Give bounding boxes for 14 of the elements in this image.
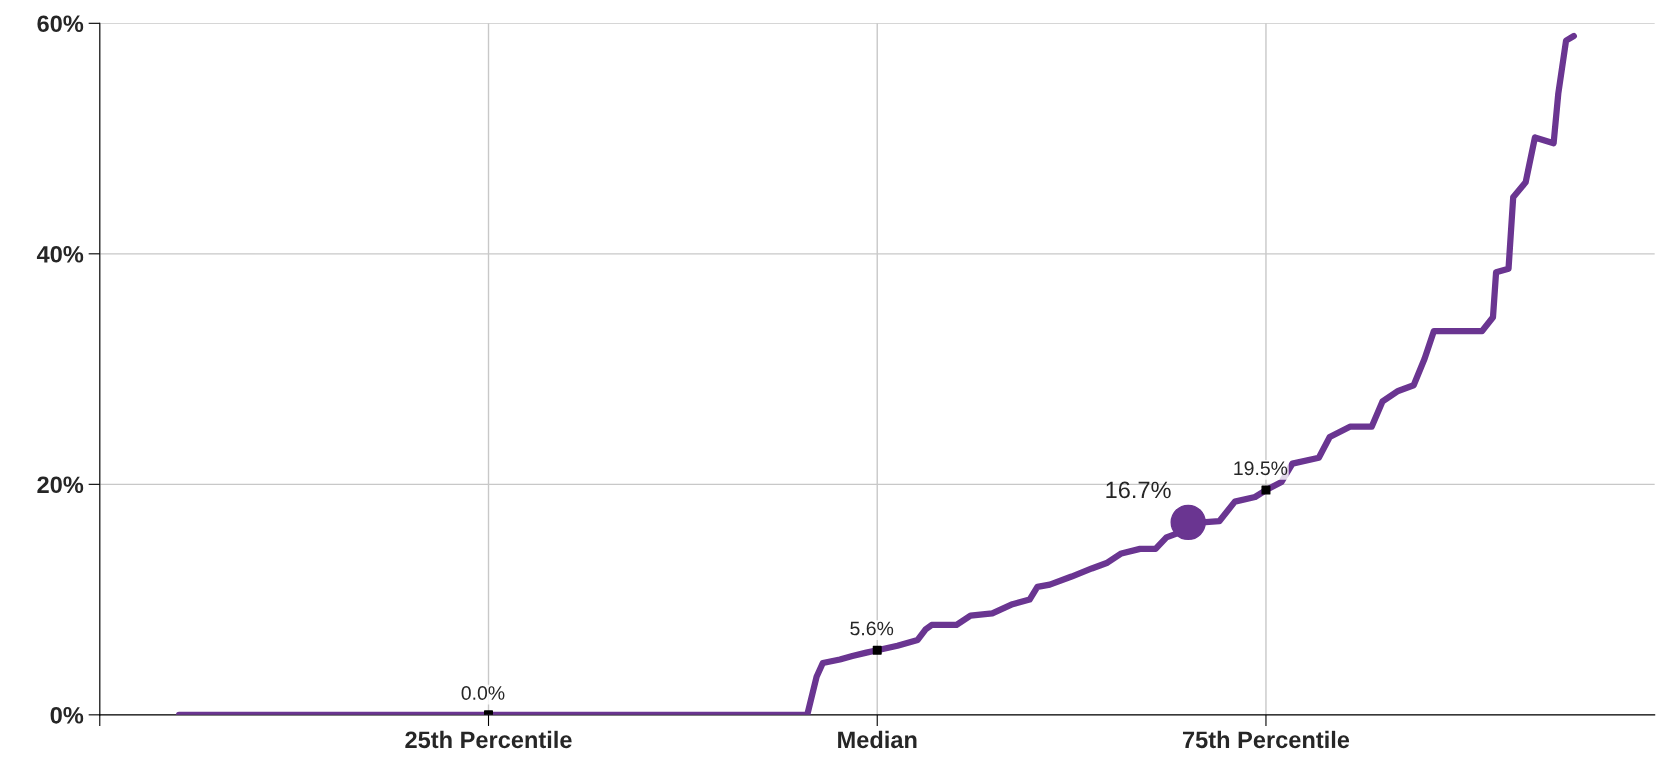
y-tick-label: 40% <box>36 245 84 263</box>
data-label: 0.0% <box>461 686 505 700</box>
point <box>1170 504 1206 541</box>
data-label: 16.7% <box>1106 481 1171 499</box>
point <box>872 645 882 655</box>
data-label: 5.6% <box>850 621 894 636</box>
y-tick-label: 60% <box>37 15 84 33</box>
data-label: 19.5% <box>1234 461 1288 476</box>
x-tick-label: Median <box>838 730 917 749</box>
y-tick-label: 20% <box>37 476 84 494</box>
x-tick-label: 75th Percentile <box>1182 730 1350 749</box>
x-tick-label: 25th Percentile <box>405 730 572 749</box>
point <box>1261 485 1271 495</box>
y-tick-label: 0% <box>50 706 84 724</box>
